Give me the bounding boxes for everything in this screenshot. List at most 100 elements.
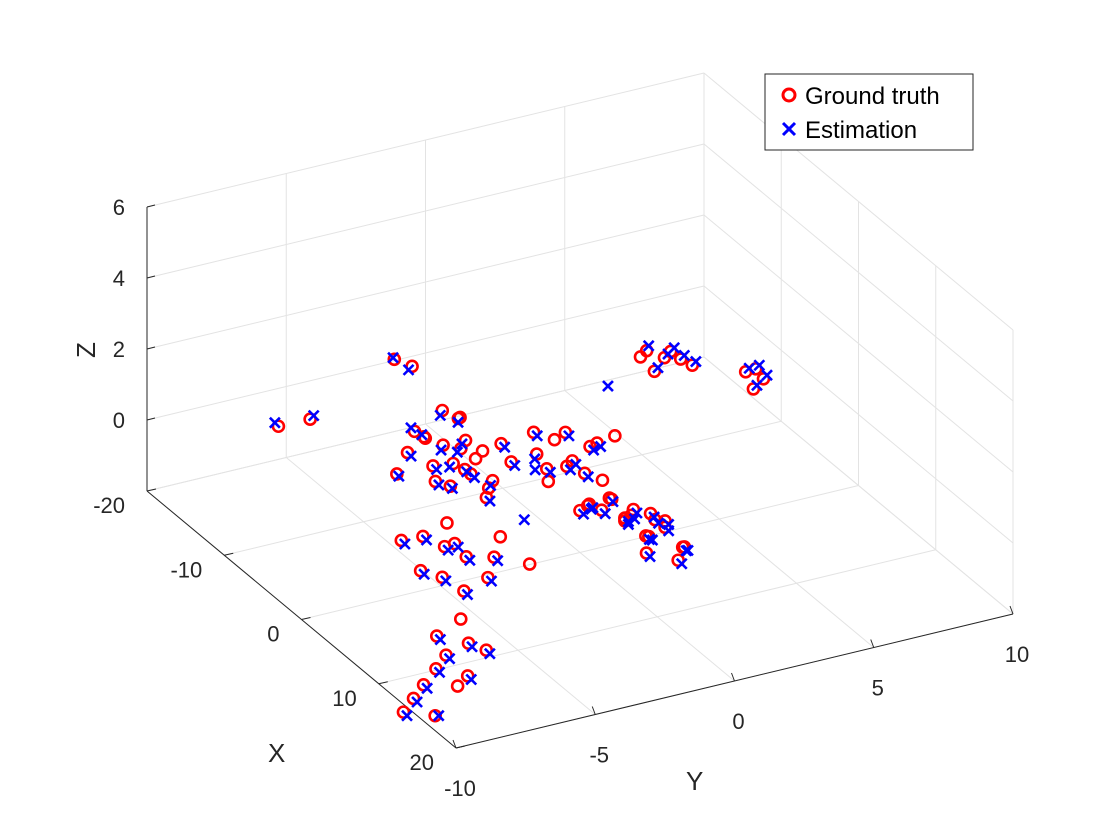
grid-line-floor-y [285, 457, 596, 715]
grid-layer [146, 72, 1014, 749]
estimation-point-stroke [483, 647, 496, 660]
estimation-point [648, 511, 661, 523]
estimation-point [268, 416, 281, 429]
estimation-point [415, 428, 428, 441]
grid-line-floor-y [564, 390, 875, 648]
estimation-point-stroke [420, 534, 433, 546]
y-tick-label: -5 [589, 743, 609, 768]
estimation-point [484, 479, 497, 492]
grid-line-wall-y-horizontal [703, 72, 1014, 331]
estimation-point [434, 633, 447, 646]
grid-line-wall-x-horizontal [146, 72, 705, 208]
estimation-point [460, 465, 473, 478]
estimation-point-stroke [508, 459, 521, 472]
grid-line-wall-x-horizontal [146, 356, 705, 492]
estimation-point [644, 550, 656, 563]
estimation-point-stroke [587, 444, 600, 456]
estimation-point [446, 482, 459, 495]
estimation-point [528, 452, 541, 465]
estimation-point [631, 507, 643, 519]
estimation-point [387, 351, 399, 364]
estimation-point [430, 463, 443, 476]
estimation-point-stroke [563, 429, 575, 442]
x-tick-label: 0 [267, 622, 279, 647]
estimation-point [484, 495, 496, 507]
x-tick-mark [146, 488, 157, 492]
y-tick-mark [870, 639, 875, 648]
ground-truth-point [475, 444, 490, 458]
y-tick-label: -10 [444, 776, 476, 801]
estimation-point [689, 355, 702, 368]
z-tick-label: 2 [113, 337, 125, 362]
estimation-point [587, 444, 600, 456]
estimation-point-stroke [460, 465, 473, 478]
y-tick-label: 0 [732, 709, 744, 734]
estimation-point [564, 463, 577, 476]
estimation-point-stroke [484, 495, 496, 507]
estimation-point [435, 444, 447, 456]
legend-label-ground-truth: Ground truth [805, 83, 940, 110]
estimation-point [402, 363, 415, 376]
ground-truth-point [387, 352, 402, 367]
z-tick-mark [146, 275, 156, 279]
estimation-point [607, 495, 619, 508]
ground-truth-point [633, 350, 648, 364]
estimation-point [599, 507, 612, 520]
grid-line-wall-y-horizontal [703, 143, 1014, 402]
estimation-point-stroke [646, 534, 659, 546]
estimation-point [401, 709, 413, 722]
x-tick-mark [378, 681, 388, 685]
estimation-point [544, 466, 557, 479]
estimation-point-stroke [465, 673, 478, 686]
estimation-point-stroke [451, 446, 464, 459]
estimation-point [643, 533, 656, 546]
estimation-point-stroke [402, 363, 415, 376]
estimation-point-stroke [401, 709, 413, 722]
estimation-point-stroke [607, 495, 619, 508]
estimation-point-stroke [411, 696, 423, 708]
z-tick-label: 0 [113, 408, 125, 433]
estimation-point-stroke [387, 351, 399, 364]
estimation-point [622, 515, 635, 528]
estimation-point [498, 441, 511, 454]
estimation-point-stroke [761, 369, 773, 382]
estimation-point-stroke [531, 429, 544, 442]
estimation-point-stroke [743, 362, 756, 375]
x-axis-label: X [268, 738, 285, 768]
estimation-point-stroke [668, 341, 681, 354]
estimation-point-stroke [491, 554, 504, 567]
legend-marker-ground-truth [781, 87, 797, 103]
estimation-point-stroke [518, 513, 531, 526]
estimation-point [418, 568, 431, 581]
estimation-point [743, 362, 756, 375]
ground-truth-point [522, 557, 537, 571]
y-axis-label: Y [686, 766, 703, 796]
estimation-point-stroke [434, 409, 447, 422]
x-tick-mark [455, 745, 466, 749]
estimation-point-stroke [452, 541, 465, 554]
estimation-point-stroke [689, 355, 702, 368]
estimation-point-stroke [602, 380, 614, 392]
estimation-point [668, 341, 681, 354]
estimation-point [421, 682, 434, 695]
estimation-point-stroke [434, 633, 447, 646]
estimation-point-stroke [433, 478, 445, 491]
estimation-point [405, 450, 417, 463]
y-tick-label: 10 [1005, 642, 1029, 667]
ground-truth-point [428, 708, 442, 723]
estimation-point [529, 463, 542, 476]
estimation-point [483, 647, 496, 660]
y-tick-mark [452, 739, 457, 749]
estimation-point-stroke [648, 511, 661, 523]
grid-line-wall-y-horizontal [703, 285, 1014, 544]
estimation-point-stroke [622, 515, 635, 528]
x-tick-mark [224, 552, 234, 556]
estimation-point-stroke [586, 501, 599, 514]
x-tick-label: 10 [332, 686, 356, 711]
estimation-point [531, 429, 544, 442]
estimation-point [463, 554, 476, 567]
estimation-point-stroke [468, 471, 481, 484]
estimation-point [646, 534, 659, 546]
